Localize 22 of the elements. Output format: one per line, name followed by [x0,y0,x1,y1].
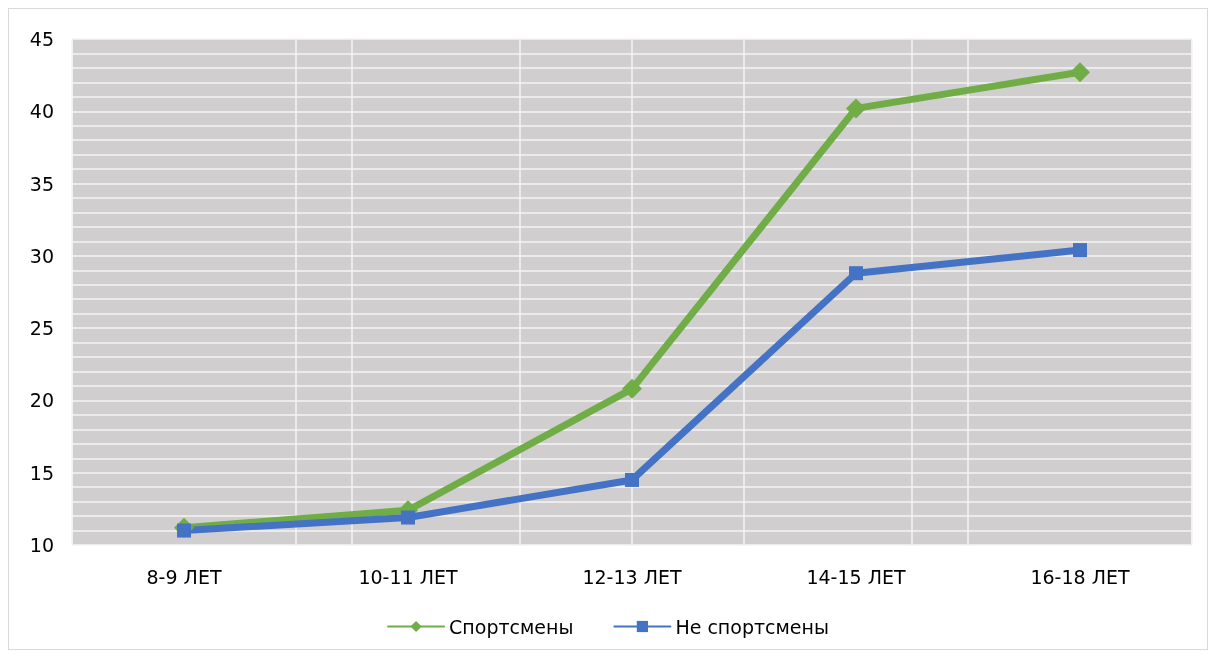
y-tick-label: 35 [29,172,54,195]
point [625,472,639,487]
y-tick-label: 30 [29,244,54,267]
x-tick-label: 12-13 ЛЕТ [582,565,682,588]
y-tick-label: 40 [29,100,54,123]
point [1073,243,1087,258]
x-tick-label: 8-9 ЛЕТ [146,565,222,588]
legend-label: Не спортсмены [675,615,829,638]
point [401,510,415,525]
point [849,266,863,281]
y-tick-label: 45 [29,28,54,50]
y-tick-label: 20 [29,389,54,412]
y-tick-label: 15 [29,461,54,484]
x-tick-label: 10-11 ЛЕТ [358,565,458,588]
point [846,98,866,119]
legend-label: Спортсмены [449,615,574,638]
x-tick-label: 14-15 ЛЕТ [806,565,906,588]
point [1070,62,1090,83]
point [622,378,642,399]
y-tick-label: 10 [29,534,54,556]
y-tick-label: 25 [29,317,54,340]
x-tick-label: 16-18 ЛЕТ [1030,565,1130,588]
